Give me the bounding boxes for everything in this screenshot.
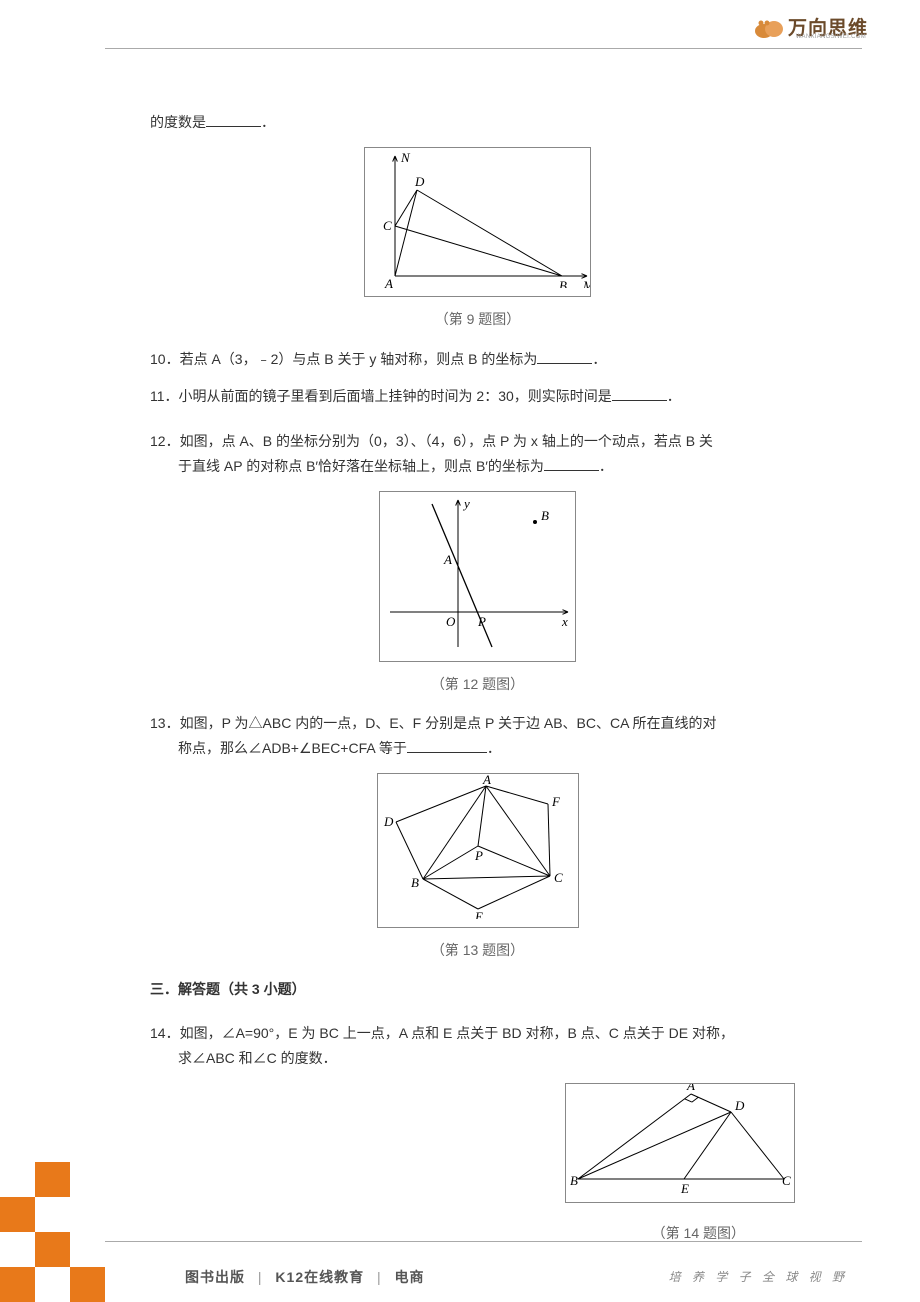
q14: 14．如图，∠A=90°，E 为 BC 上一点，A 点和 E 点关于 BD 对称… — [150, 1021, 805, 1071]
svg-text:B: B — [559, 278, 567, 288]
footer-slogan: 培 养 学 子 全 球 视 野 — [669, 1267, 848, 1289]
q13-figure: A B C D E F P — [377, 773, 579, 928]
q10-text: 10．若点 A（3，﹣2）与点 B 关于 y 轴对称，则点 B 的坐标为 — [150, 351, 537, 367]
svg-text:x: x — [561, 614, 568, 629]
q13-svg: A B C D E F P — [378, 774, 578, 919]
svg-text:C: C — [383, 218, 392, 233]
footer-sep1: | — [258, 1269, 263, 1285]
q12-figure-wrap: O A B Px y — [150, 491, 805, 661]
brand-logo-icon — [754, 18, 784, 40]
q12: 12．如图，点 A、B 的坐标分别为（0，3）、（4，6），点 P 为 x 轴上… — [150, 429, 805, 479]
q10-after: ． — [592, 351, 606, 367]
svg-text:A: A — [443, 552, 452, 567]
q13-figure-wrap: A B C D E F P — [150, 773, 805, 928]
svg-text:A: A — [384, 276, 393, 288]
svg-text:A: A — [482, 774, 491, 787]
svg-text:B: B — [541, 508, 549, 523]
q13: 13．如图，P 为△ABC 内的一点，D、E、F 分别是点 P 关于边 AB、B… — [150, 711, 805, 761]
svg-text:O: O — [446, 614, 456, 629]
q12-svg: O A B Px y — [380, 492, 575, 652]
footer-divider — [105, 1241, 862, 1242]
q9-text: 的度数是． — [150, 110, 805, 135]
q12-blank — [544, 457, 599, 471]
q9-figure: A B M N C D — [364, 147, 591, 297]
footer-item1: 图书出版 — [185, 1269, 245, 1285]
svg-text:P: P — [474, 848, 483, 863]
svg-text:N: N — [400, 150, 411, 165]
svg-text:C: C — [554, 870, 563, 885]
q9-caption: （第 9 题图） — [150, 307, 805, 332]
footer-sep2: | — [377, 1269, 382, 1285]
svg-text:M: M — [582, 278, 590, 288]
svg-text:C: C — [782, 1173, 791, 1188]
q14-figure: A B C D E — [565, 1083, 795, 1203]
q12-line2: 于直线 AP 的对称点 B′恰好落在坐标轴上，则点 B′的坐标为． — [150, 454, 805, 479]
q12-figure: O A B Px y — [379, 491, 576, 661]
footer-item2: K12在线教育 — [275, 1269, 364, 1285]
q10-blank — [537, 350, 592, 364]
q13-blank — [407, 739, 487, 753]
q11: 11．小明从前面的镜子里看到后面墙上挂钟的时间为 2：30，则实际时间是 ． — [150, 384, 805, 409]
q9-blank — [206, 113, 261, 127]
header-divider — [105, 48, 862, 49]
svg-text:E: E — [474, 909, 483, 919]
svg-text:B: B — [570, 1173, 578, 1188]
q12-line1: 12．如图，点 A、B 的坐标分别为（0，3）、（4，6），点 P 为 x 轴上… — [150, 429, 805, 454]
q9-prefix: 的度数是 — [150, 114, 206, 130]
q14-line1: 14．如图，∠A=90°，E 为 BC 上一点，A 点和 E 点关于 BD 对称… — [150, 1021, 805, 1046]
q14-figure-wrap: A B C D E （第 14 题图） — [150, 1083, 805, 1246]
page-content: 的度数是． ABMNCD （第 9 题图） 10．若点 A（3，﹣2）与点 B … — [150, 110, 805, 1260]
q14-caption: （第 14 题图） — [150, 1221, 745, 1246]
q11-after: ． — [667, 388, 681, 404]
q14-svg: A B C D E — [566, 1084, 794, 1194]
q14-line2: 求∠ABC 和∠C 的度数． — [150, 1046, 805, 1071]
q13-caption: （第 13 题图） — [150, 938, 805, 963]
q13-line1: 13．如图，P 为△ABC 内的一点，D、E、F 分别是点 P 关于边 AB、B… — [150, 711, 805, 736]
svg-text:D: D — [383, 814, 394, 829]
svg-text:D: D — [414, 174, 425, 189]
svg-text:D: D — [734, 1098, 745, 1113]
svg-text:y: y — [462, 496, 470, 511]
q10: 10．若点 A（3，﹣2）与点 B 关于 y 轴对称，则点 B 的坐标为 ． — [150, 347, 805, 372]
brand-sub: WANXIANGSIWEI.COM — [796, 32, 866, 43]
section3-heading: 三．解答题（共 3 小题） — [150, 977, 805, 1002]
footer-item3: 电商 — [395, 1269, 425, 1285]
footer-links: 图书出版 | K12在线教育 | 电商 — [185, 1265, 425, 1290]
svg-text:E: E — [680, 1181, 689, 1194]
svg-text:P: P — [477, 614, 486, 629]
q12-caption: （第 12 题图） — [150, 672, 805, 697]
corner-decoration — [0, 1162, 110, 1302]
q13-line2: 称点，那么∠ADB+∠BEC+CFA 等于． — [150, 736, 805, 761]
q11-text: 11．小明从前面的镜子里看到后面墙上挂钟的时间为 2：30，则实际时间是 — [150, 388, 612, 404]
svg-text:A: A — [686, 1084, 695, 1093]
svg-text:F: F — [551, 794, 561, 809]
q9-figure-wrap: A B M N C D — [150, 147, 805, 297]
q9-svg: A B M N C D — [365, 148, 590, 288]
svg-text:B: B — [411, 875, 419, 890]
q11-blank — [612, 387, 667, 401]
